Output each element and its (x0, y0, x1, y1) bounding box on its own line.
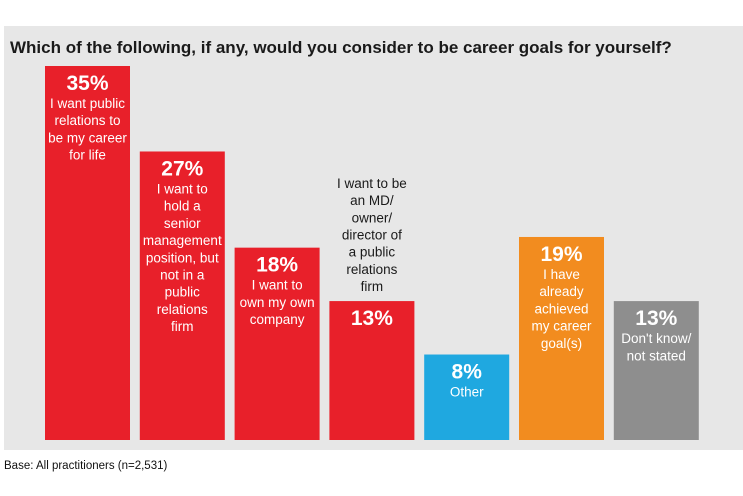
bar-1-value-label: 35% (66, 72, 108, 95)
bar-2-value-label: 27% (161, 157, 203, 180)
bar-2 (139, 151, 225, 440)
bar-4-category-label: I want to be an MD/owner/director of a pub… (337, 176, 407, 294)
bar-1-category-label: I want public relations to be my career for… (48, 96, 127, 163)
bar-1 (45, 66, 130, 440)
bar-6-category-label: I have already achieved my career goal(s) (531, 267, 592, 351)
bar-5-value-label: 8% (452, 361, 483, 384)
bar-3-value-label: 18% (256, 254, 298, 277)
bar-6-value-label: 19% (540, 243, 582, 266)
bar-3 (234, 247, 320, 440)
bar-2-category-label: I want to hold a senior management position,… (143, 181, 222, 334)
bar-4-value-label: 13% (351, 307, 393, 330)
bar-7-category-label: Don't know/not stated (621, 331, 691, 363)
bar-7-value-label: 13% (635, 307, 677, 330)
bar-7 (613, 301, 699, 440)
bars-group: 35%I want public relations to be my career… (45, 66, 699, 440)
bar-6 (519, 236, 604, 440)
bar-4 (329, 301, 415, 440)
chart-footnote: Base: All practitioners (n=2,531) (4, 460, 167, 472)
bar-5-category-label: Other (450, 385, 484, 400)
bar-5 (424, 354, 510, 440)
chart-title: Which of the following, if any, would yo… (10, 38, 672, 57)
bar-3-category-label: I want to own my own company (240, 278, 315, 327)
